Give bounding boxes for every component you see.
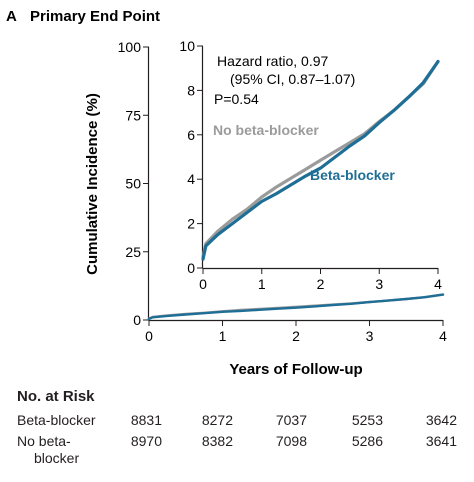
y-axis-label: Cumulative Incidence (%) — [84, 93, 101, 275]
risk-cell: 7037 — [275, 412, 307, 428]
main-y-tick-label: 25 — [125, 244, 141, 260]
risk-cell: 7098 — [275, 433, 307, 449]
inset-x-tick-label: 4 — [434, 276, 442, 292]
confidence-interval-text: (95% CI, 0.87–1.07) — [230, 71, 355, 87]
inset-y-tick-label: 6 — [187, 127, 195, 143]
risk-cell: 8970 — [130, 433, 162, 449]
main-y-tick-label: 75 — [125, 107, 141, 123]
risk-row-label-line: blocker — [34, 450, 80, 466]
risk-row-label-line: No beta- — [17, 433, 71, 449]
no-beta-blocker-label: No beta-blocker — [213, 122, 319, 138]
main-series-line-beta-blocker — [147, 293, 445, 321]
hazard-ratio-text: Hazard ratio, 0.97 — [217, 53, 328, 69]
main-x-tick-label: 0 — [145, 328, 153, 344]
panel-title: Primary End Point — [30, 8, 160, 25]
main-x-tick-label: 3 — [366, 328, 374, 344]
risk-cell: 8382 — [201, 433, 233, 449]
risk-cell: 3642 — [425, 412, 457, 428]
risk-cell: 5286 — [351, 433, 383, 449]
beta-blocker-label: Beta-blocker — [310, 167, 395, 183]
p-value-text: P=0.54 — [214, 91, 259, 107]
inset-y-tick-label: 10 — [179, 38, 195, 54]
risk-cell: 8831 — [130, 412, 162, 428]
inset-x-tick-label: 1 — [258, 276, 266, 292]
inset-y-tick-label: 2 — [187, 216, 195, 232]
main-y-tick-label: 50 — [125, 176, 141, 192]
inset-x-tick-label: 0 — [199, 276, 207, 292]
inset-y-tick-label: 0 — [187, 260, 195, 276]
main-y-tick-label: 100 — [118, 39, 142, 55]
inset-y-tick-label: 4 — [187, 171, 195, 187]
inset-series-line-beta-blocker — [201, 59, 440, 261]
risk-table-title: No. at Risk — [17, 388, 95, 405]
inset-x-tick-label: 2 — [317, 276, 325, 292]
main-x-tick-label: 4 — [439, 328, 447, 344]
x-axis-label: Years of Follow-up — [229, 361, 362, 378]
inset-x-tick-label: 3 — [375, 276, 383, 292]
risk-cell: 8272 — [201, 412, 233, 428]
panel-letter: A — [6, 8, 17, 25]
main-x-tick-label: 1 — [219, 328, 227, 344]
risk-row-label: No beta-blocker — [17, 433, 79, 467]
main-y-tick-label: 0 — [133, 312, 141, 328]
risk-row-label: Beta-blocker — [17, 412, 96, 429]
inset-axes: 0 1 2 3 4 0 2 4 6 8 10 — [179, 38, 442, 292]
risk-cell: 3641 — [425, 433, 457, 449]
risk-row-label-line: Beta-blocker — [17, 412, 96, 428]
inset-y-tick-label: 8 — [187, 82, 195, 98]
risk-cell: 5253 — [351, 412, 383, 428]
main-x-tick-label: 2 — [292, 328, 300, 344]
